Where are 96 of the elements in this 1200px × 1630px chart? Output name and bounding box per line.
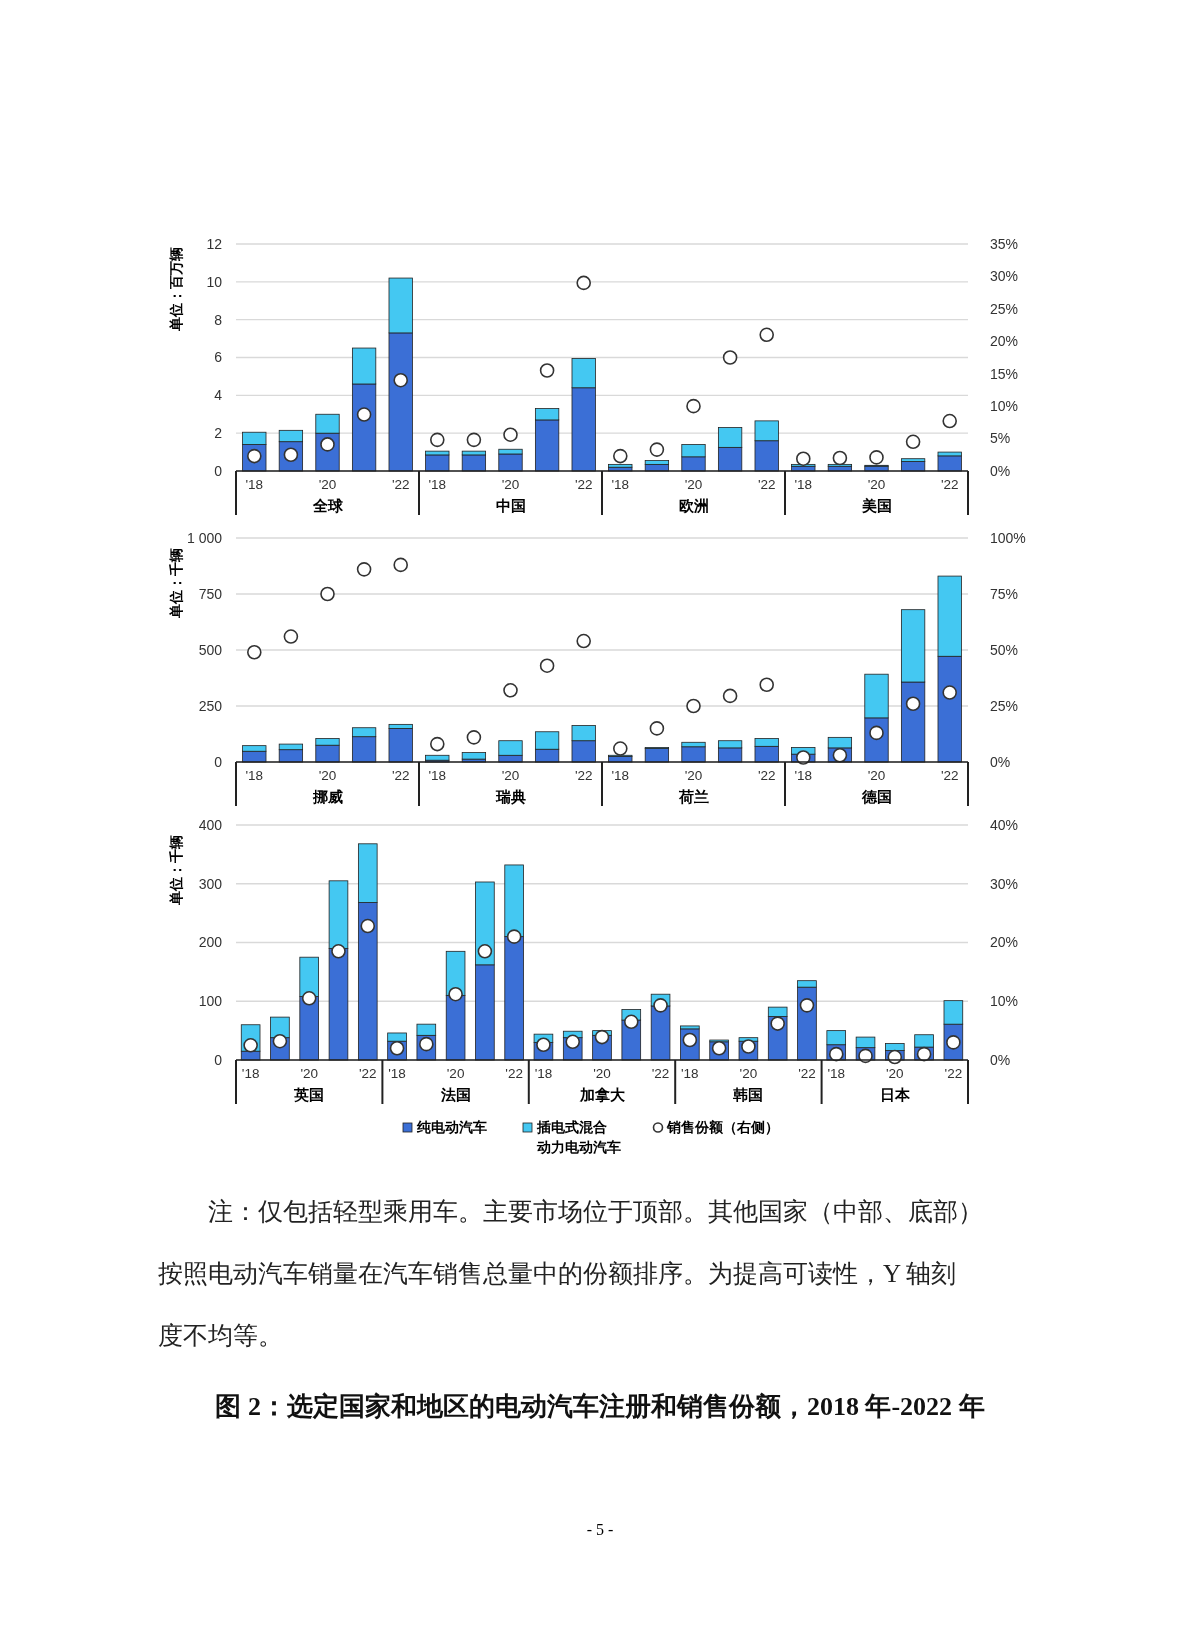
x-tick-label: '20 xyxy=(886,1066,904,1081)
x-tick-label: '18 xyxy=(534,1066,553,1081)
y-tick-label: 0 xyxy=(214,462,223,479)
legend-label: 插电式混合动力电动汽车 xyxy=(536,1119,621,1155)
y2-tick-label: 30% xyxy=(990,875,1019,892)
text: - 5 - xyxy=(586,1521,614,1538)
y-tick-label: 10 xyxy=(206,273,223,290)
text: 荷兰 xyxy=(677,788,709,805)
x-tick-label: '22 xyxy=(391,477,410,492)
y-tick-label: 200 xyxy=(198,934,223,951)
text: 美国 xyxy=(860,497,892,514)
x-tick-label: '18 xyxy=(611,477,630,492)
y-tick-label: 1 000 xyxy=(186,529,223,546)
text: 韩国 xyxy=(732,1086,764,1103)
x-tick-label: '22 xyxy=(574,477,593,492)
x-tick-label: '22 xyxy=(798,1066,816,1081)
text: 欧洲 xyxy=(678,497,709,514)
text: 瑞典 xyxy=(494,788,526,805)
y-tick-label: 2 xyxy=(214,425,223,442)
text: 加拿大 xyxy=(578,1086,626,1103)
y2-tick-label: 100% xyxy=(990,529,1026,546)
y2-tick-label: 40% xyxy=(990,816,1019,833)
x-tick-label: '22 xyxy=(757,768,776,783)
x-tick-label: '18 xyxy=(428,477,447,492)
y-tick-label: 4 xyxy=(214,387,223,404)
text: 挪威 xyxy=(311,788,343,805)
x-tick-label: '22 xyxy=(505,1066,523,1081)
text: 图 2：选定国家和地区的电动汽车注册和销售份额，2018 年-2022 年 xyxy=(215,1392,985,1421)
y-tick-label: 12 xyxy=(206,235,223,252)
x-tick-label: '18 xyxy=(428,768,447,783)
y-axis-title: 单位：千辆 xyxy=(168,835,184,906)
x-tick-label: '22 xyxy=(391,768,410,783)
x-tick-label: '22 xyxy=(944,1066,963,1081)
y-tick-label: 250 xyxy=(198,697,223,714)
y-tick-label: 0 xyxy=(214,753,223,770)
y2-tick-label: 0% xyxy=(990,462,1011,479)
y2-tick-label: 35% xyxy=(990,235,1019,252)
y2-tick-label: 20% xyxy=(990,934,1019,951)
x-tick-label: '18 xyxy=(794,768,813,783)
x-tick-label: '22 xyxy=(574,768,593,783)
y-axis-title: 单位：千辆 xyxy=(168,548,184,619)
x-tick-label: '20 xyxy=(446,1066,465,1081)
y2-tick-label: 10% xyxy=(990,398,1019,415)
x-tick-label: '20 xyxy=(318,768,337,783)
x-tick-label: '22 xyxy=(358,1066,377,1081)
x-tick-label: '18 xyxy=(245,477,264,492)
y-tick-label: 6 xyxy=(214,349,223,366)
x-tick-label: '20 xyxy=(739,1066,758,1081)
text: 全球 xyxy=(311,497,344,514)
x-tick-label: '18 xyxy=(388,1066,406,1081)
text: 注：仅包括轻型乘用车。主要市场位于顶部。其他国家（中部、底部）按照电动汽车销量在汽车销售总量中的份额排序。为提高可读性，Y 轴刻度不均等。 xyxy=(158,1198,983,1349)
x-tick-label: '20 xyxy=(867,768,886,783)
x-tick-label: '20 xyxy=(684,768,703,783)
x-tick-label: '20 xyxy=(867,477,886,492)
legend-label: 销售份额（右侧） xyxy=(666,1119,779,1135)
y-axis-title: 单位：百万辆 xyxy=(168,247,184,332)
y-tick-label: 8 xyxy=(214,311,223,328)
x-tick-label: '18 xyxy=(241,1066,260,1081)
x-tick-label: '20 xyxy=(318,477,337,492)
y2-tick-label: 0% xyxy=(990,753,1011,770)
x-tick-label: '18 xyxy=(611,768,630,783)
y2-tick-label: 0% xyxy=(990,1051,1011,1068)
y2-tick-label: 50% xyxy=(990,641,1019,658)
x-tick-label: '20 xyxy=(501,768,520,783)
text: 日本 xyxy=(879,1086,911,1103)
y2-tick-label: 15% xyxy=(990,365,1019,382)
x-tick-label: '20 xyxy=(300,1066,318,1081)
x-tick-label: '22 xyxy=(940,477,959,492)
text: 英国 xyxy=(293,1086,325,1103)
y2-tick-label: 5% xyxy=(990,430,1011,447)
x-tick-label: '22 xyxy=(651,1066,670,1081)
y2-tick-label: 75% xyxy=(990,585,1019,602)
y2-tick-label: 25% xyxy=(990,300,1019,317)
text: 德国 xyxy=(860,788,892,805)
y-tick-label: 0 xyxy=(214,1051,223,1068)
x-tick-label: '18 xyxy=(794,477,813,492)
y-tick-label: 300 xyxy=(198,875,223,892)
y2-tick-label: 20% xyxy=(990,333,1019,350)
y2-tick-label: 10% xyxy=(990,993,1019,1010)
x-tick-label: '18 xyxy=(681,1066,699,1081)
x-tick-label: '18 xyxy=(827,1066,846,1081)
x-tick-label: '20 xyxy=(593,1066,611,1081)
x-tick-label: '22 xyxy=(757,477,776,492)
legend-label: 纯电动汽车 xyxy=(416,1119,487,1135)
x-tick-label: '20 xyxy=(501,477,520,492)
y-tick-label: 100 xyxy=(198,993,223,1010)
y-tick-label: 750 xyxy=(198,585,223,602)
y2-tick-label: 25% xyxy=(990,697,1019,714)
x-tick-label: '22 xyxy=(940,768,959,783)
x-tick-label: '18 xyxy=(245,768,264,783)
y-tick-label: 500 xyxy=(198,641,223,658)
y-tick-label: 400 xyxy=(198,816,223,833)
y2-tick-label: 30% xyxy=(990,268,1019,285)
x-tick-label: '20 xyxy=(684,477,703,492)
text: 法国 xyxy=(439,1086,471,1103)
text: 中国 xyxy=(495,497,526,514)
